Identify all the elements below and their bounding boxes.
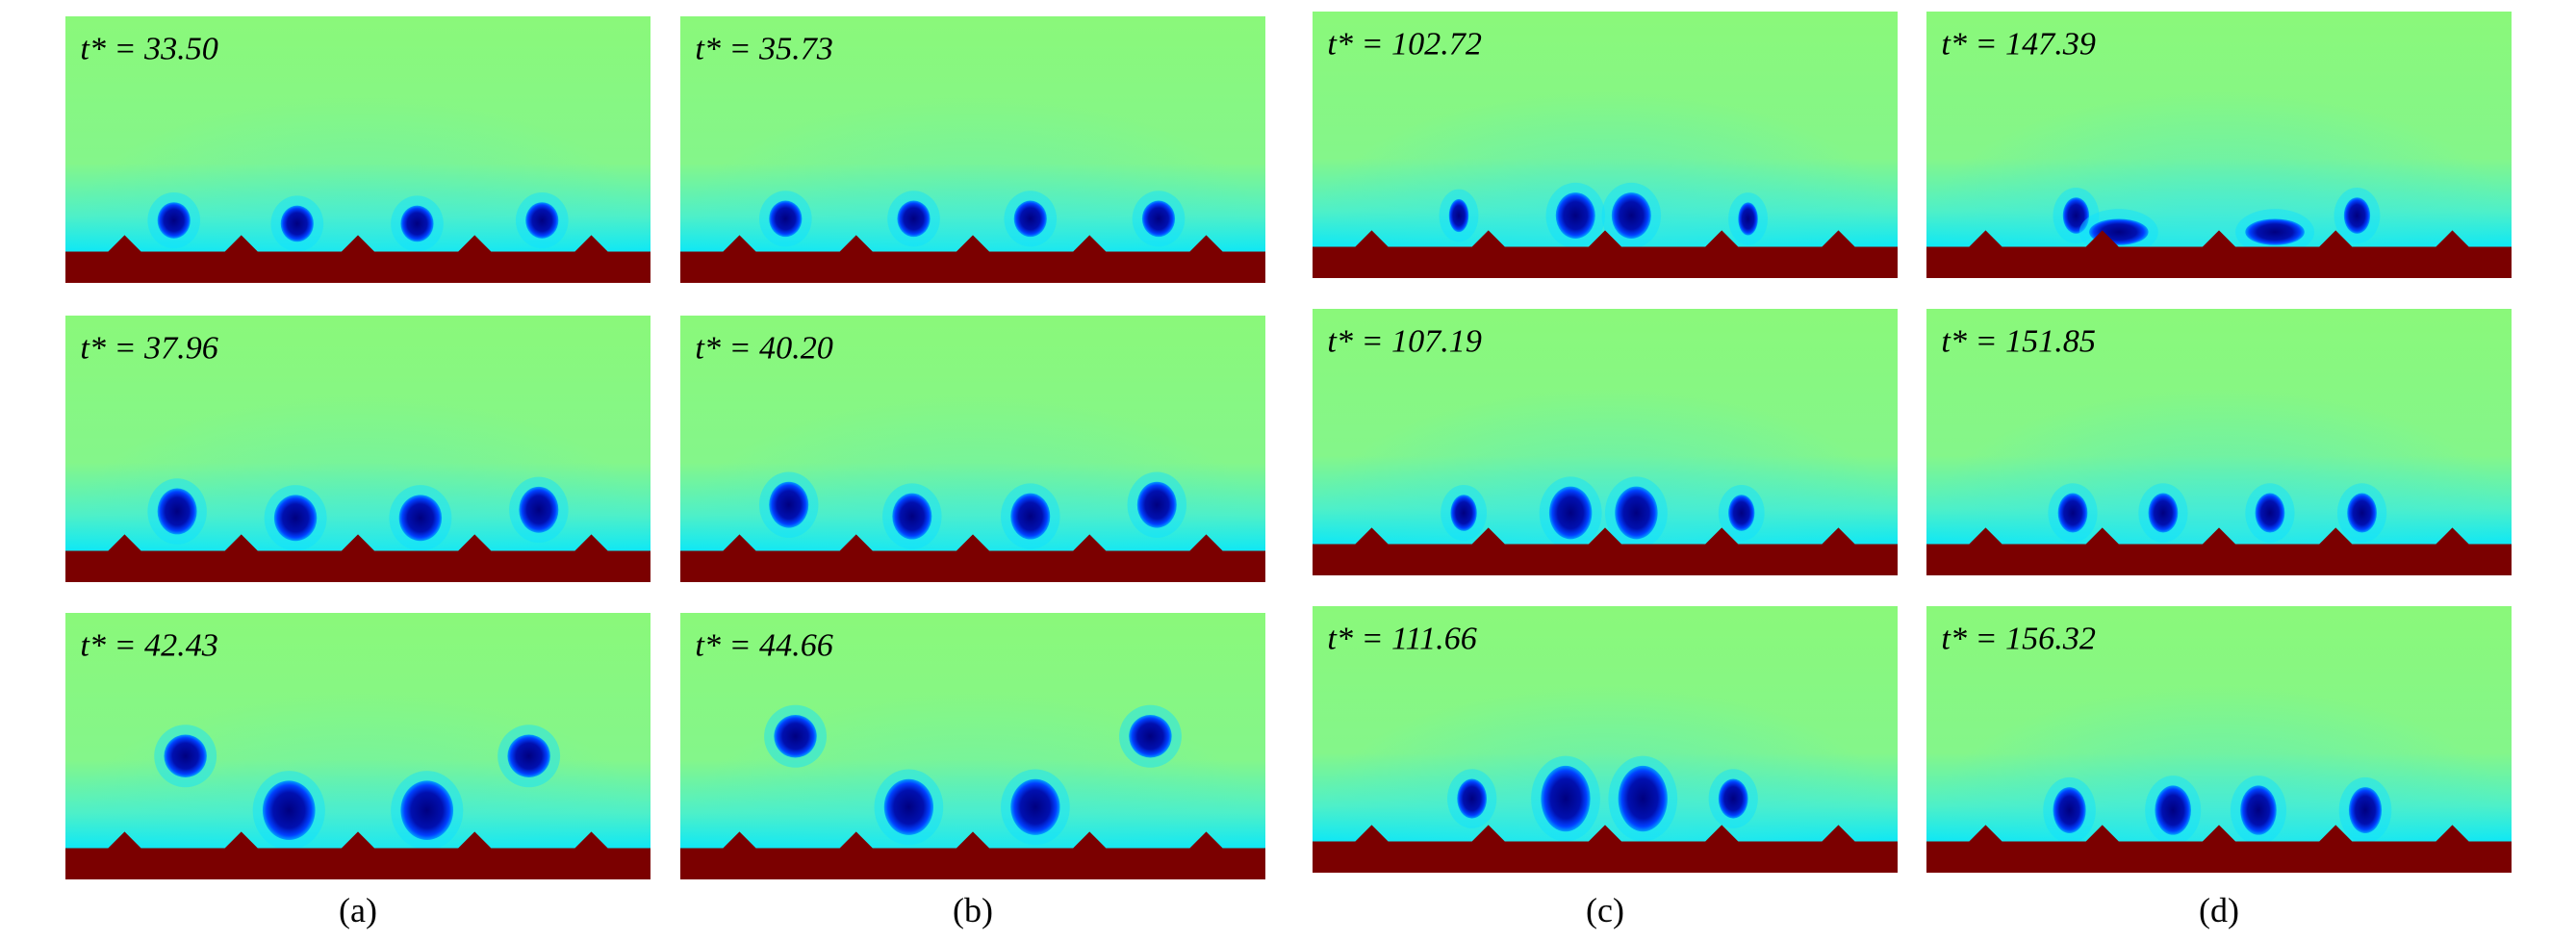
droplet	[1448, 198, 1469, 233]
snapshot: t* = 42.43	[65, 613, 650, 879]
droplet	[2348, 787, 2383, 833]
droplet	[1541, 765, 1591, 832]
droplet	[1450, 495, 1477, 531]
snapshot: t* = 35.73	[680, 16, 1265, 283]
droplet	[1010, 778, 1060, 835]
droplet	[892, 493, 932, 540]
droplet	[262, 780, 316, 840]
droplet	[1129, 715, 1172, 758]
droplet	[1718, 778, 1748, 819]
caption: (b)	[953, 891, 993, 929]
droplet	[1141, 200, 1176, 238]
wall	[680, 534, 1265, 582]
wall	[65, 534, 650, 582]
droplet	[1548, 486, 1593, 540]
time-label: t* = 37.96	[80, 330, 217, 366]
droplet	[273, 495, 318, 542]
droplet	[2240, 785, 2277, 835]
time-label: t* = 33.50	[80, 31, 217, 66]
droplet	[525, 202, 559, 239]
droplet	[157, 202, 191, 239]
droplet	[1738, 202, 1758, 236]
time-label: t* = 44.66	[695, 627, 832, 663]
snapshot: t* = 44.66	[680, 613, 1265, 879]
time-label: t* = 156.32	[1941, 621, 2096, 656]
time-label: t* = 35.73	[695, 31, 832, 66]
wall	[1926, 230, 2512, 278]
wall	[1926, 825, 2512, 873]
time-label: t* = 151.85	[1941, 323, 2096, 359]
caption: (c)	[1586, 891, 1624, 929]
droplet	[400, 780, 454, 840]
snapshot: t* = 111.66	[1313, 606, 1898, 873]
snapshot: t* = 33.50	[65, 16, 650, 283]
droplet	[280, 205, 314, 242]
droplet	[2255, 493, 2285, 533]
time-label: t* = 42.43	[80, 627, 217, 663]
snapshot: t* = 102.72	[1313, 12, 1898, 278]
droplet	[164, 734, 207, 777]
droplet	[883, 778, 934, 835]
droplet	[519, 486, 559, 533]
droplet	[1010, 493, 1051, 540]
droplet	[2347, 493, 2377, 533]
caption: (a)	[339, 891, 377, 929]
droplet	[769, 481, 809, 528]
droplet	[507, 734, 550, 777]
time-label: t* = 40.20	[695, 330, 832, 366]
time-label: t* = 111.66	[1327, 621, 1476, 656]
droplet	[1555, 192, 1595, 239]
snapshot: t* = 151.85	[1926, 309, 2512, 575]
time-label: t* = 147.39	[1941, 26, 2096, 62]
snapshot: t* = 37.96	[65, 316, 650, 582]
wall	[680, 831, 1265, 879]
droplet	[157, 488, 197, 535]
droplet	[769, 200, 803, 238]
droplet	[2148, 493, 2179, 533]
snapshot: t* = 156.32	[1926, 606, 2512, 873]
wall	[1313, 230, 1898, 278]
droplet	[1728, 495, 1755, 531]
droplet	[2053, 787, 2086, 833]
time-label: t* = 102.72	[1327, 26, 1482, 62]
droplet	[1611, 192, 1651, 239]
wall	[65, 235, 650, 283]
droplet	[1457, 778, 1488, 819]
wall	[680, 235, 1265, 283]
droplet	[1136, 481, 1177, 528]
droplet	[1615, 486, 1658, 540]
droplet	[1013, 200, 1047, 238]
droplet	[2245, 218, 2305, 245]
droplet	[774, 715, 817, 758]
snapshot: t* = 147.39	[1926, 12, 2512, 278]
droplet	[1618, 765, 1668, 832]
caption: (d)	[2199, 891, 2239, 929]
wall	[1926, 527, 2512, 575]
snapshot: t* = 107.19	[1313, 309, 1898, 575]
droplet	[2057, 493, 2088, 533]
time-label: t* = 107.19	[1327, 323, 1482, 359]
wall	[65, 831, 650, 879]
droplet	[2062, 197, 2090, 234]
snapshot: t* = 40.20	[680, 316, 1265, 582]
droplet	[398, 495, 443, 542]
droplet	[897, 200, 931, 238]
wall	[1313, 527, 1898, 575]
droplet	[2343, 197, 2371, 234]
droplet	[2155, 785, 2191, 835]
droplet	[400, 205, 434, 242]
wall	[1313, 825, 1898, 873]
